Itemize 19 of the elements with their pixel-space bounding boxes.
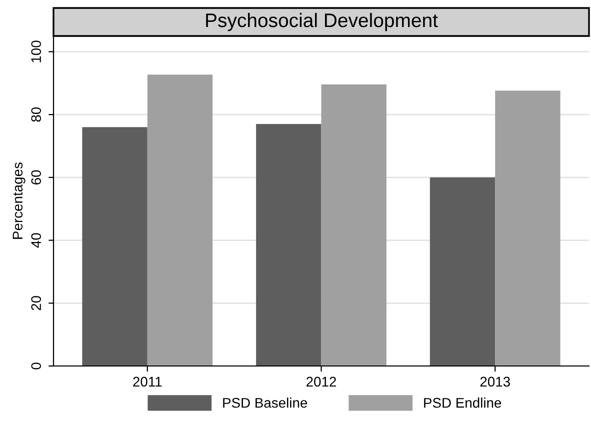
y-tick-label: 20	[31, 296, 42, 310]
chart-title: Psychosocial Development	[206, 12, 438, 32]
bar	[256, 124, 322, 366]
y-tick-label: 60	[31, 170, 42, 184]
y-axis-title: Percentages	[12, 162, 26, 239]
y-tick-label: 0	[31, 362, 42, 370]
y-tick-label: 100	[31, 40, 42, 62]
bar	[430, 177, 496, 366]
y-tick-label: 80	[31, 107, 42, 122]
bar	[147, 74, 213, 366]
legend-label: PSD Endline	[424, 398, 502, 408]
bar	[82, 127, 148, 366]
x-tick-label: 2011	[133, 376, 162, 387]
y-tick-label: 40	[31, 233, 42, 248]
bar	[321, 84, 386, 366]
x-tick-label: 2012	[306, 376, 336, 387]
legend-label: PSD Baseline	[223, 398, 308, 408]
x-tick-label: 2013	[480, 376, 510, 387]
bar	[495, 90, 560, 366]
